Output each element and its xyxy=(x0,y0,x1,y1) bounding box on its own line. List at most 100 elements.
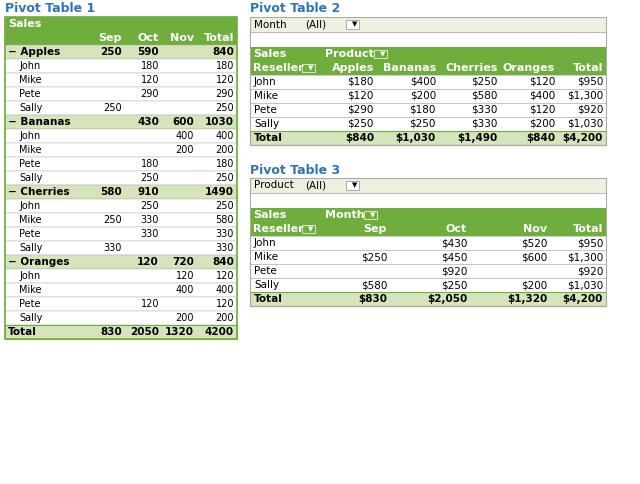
Text: Oranges: Oranges xyxy=(503,63,555,73)
Bar xyxy=(250,17,606,32)
Bar xyxy=(5,185,237,199)
Text: − Apples: − Apples xyxy=(8,47,60,57)
Text: Nov: Nov xyxy=(523,224,547,234)
Text: 400: 400 xyxy=(175,285,194,295)
Text: − Oranges: − Oranges xyxy=(8,257,70,267)
Text: $840: $840 xyxy=(345,133,374,143)
Text: 1320: 1320 xyxy=(165,327,194,337)
Text: $920: $920 xyxy=(440,266,467,276)
Text: Total: Total xyxy=(254,294,283,304)
Text: John: John xyxy=(254,238,276,248)
Text: $400: $400 xyxy=(410,77,436,87)
Text: $120: $120 xyxy=(529,77,555,87)
Bar xyxy=(250,117,606,131)
Text: $1,490: $1,490 xyxy=(458,133,498,143)
Text: Product: Product xyxy=(254,181,294,191)
Bar xyxy=(250,89,606,103)
Text: Reseller: Reseller xyxy=(253,63,303,73)
Bar xyxy=(5,199,237,213)
Bar xyxy=(5,129,237,143)
Text: John: John xyxy=(19,61,40,71)
Bar xyxy=(5,241,237,255)
Text: Pete: Pete xyxy=(19,89,40,99)
Text: 180: 180 xyxy=(216,61,234,71)
Text: 250: 250 xyxy=(216,173,234,183)
Bar xyxy=(364,211,377,219)
Text: 400: 400 xyxy=(216,131,234,141)
Text: 720: 720 xyxy=(172,257,194,267)
Text: Sally: Sally xyxy=(19,173,42,183)
Text: 330: 330 xyxy=(141,229,159,239)
Bar xyxy=(250,47,606,61)
Text: 830: 830 xyxy=(100,327,122,337)
Text: $250: $250 xyxy=(410,119,436,129)
Text: Sally: Sally xyxy=(19,243,42,253)
Text: 200: 200 xyxy=(175,313,194,323)
Text: $180: $180 xyxy=(410,105,436,115)
Text: Pete: Pete xyxy=(254,105,276,115)
Text: Month: Month xyxy=(325,210,365,220)
Text: $1,320: $1,320 xyxy=(507,294,547,304)
Text: 290: 290 xyxy=(141,89,159,99)
Text: Oct: Oct xyxy=(138,33,159,43)
Text: $4,200: $4,200 xyxy=(563,294,603,304)
Text: $330: $330 xyxy=(472,105,498,115)
Text: 250: 250 xyxy=(140,201,159,211)
Text: $250: $250 xyxy=(360,252,387,262)
Text: Total: Total xyxy=(204,33,234,43)
Text: $1,030: $1,030 xyxy=(567,280,603,290)
Text: $520: $520 xyxy=(520,238,547,248)
Text: 120: 120 xyxy=(141,75,159,85)
Text: 590: 590 xyxy=(138,47,159,57)
Text: $580: $580 xyxy=(472,91,498,101)
Text: $400: $400 xyxy=(529,91,555,101)
Text: 200: 200 xyxy=(216,313,234,323)
Text: Pete: Pete xyxy=(19,159,40,169)
Text: 4200: 4200 xyxy=(205,327,234,337)
Bar xyxy=(250,193,606,208)
Text: John: John xyxy=(19,131,40,141)
Text: Pivot Table 2: Pivot Table 2 xyxy=(250,2,340,15)
Text: 120: 120 xyxy=(216,75,234,85)
Bar xyxy=(5,115,237,129)
Text: Total: Total xyxy=(573,224,603,234)
Bar xyxy=(5,31,237,45)
Text: 330: 330 xyxy=(216,229,234,239)
Text: 910: 910 xyxy=(138,187,159,197)
Text: 840: 840 xyxy=(212,257,234,267)
Text: ▼: ▼ xyxy=(370,212,376,218)
Text: $830: $830 xyxy=(358,294,387,304)
Text: Sep: Sep xyxy=(364,224,387,234)
Text: ▼: ▼ xyxy=(380,51,385,57)
Bar xyxy=(250,178,606,193)
Bar xyxy=(250,17,606,145)
Bar xyxy=(250,292,606,306)
Bar xyxy=(250,131,606,145)
Text: 250: 250 xyxy=(100,47,122,57)
Bar xyxy=(5,171,237,185)
Bar xyxy=(5,73,237,87)
Text: $250: $250 xyxy=(472,77,498,87)
Text: (All): (All) xyxy=(305,181,326,191)
Text: Sally: Sally xyxy=(19,103,42,113)
Text: $840: $840 xyxy=(526,133,555,143)
Text: Bananas: Bananas xyxy=(383,63,436,73)
Text: Total: Total xyxy=(573,63,603,73)
Text: 1030: 1030 xyxy=(205,117,234,127)
Bar xyxy=(302,225,315,233)
Text: Reseller: Reseller xyxy=(253,224,303,234)
Text: Pete: Pete xyxy=(254,266,276,276)
Text: $120: $120 xyxy=(529,105,555,115)
Bar xyxy=(250,250,606,264)
Text: 1490: 1490 xyxy=(205,187,234,197)
Text: 120: 120 xyxy=(216,299,234,309)
Text: $200: $200 xyxy=(529,119,555,129)
Text: $1,030: $1,030 xyxy=(396,133,436,143)
Text: Sally: Sally xyxy=(254,119,279,129)
Text: 250: 250 xyxy=(104,103,122,113)
Bar xyxy=(250,75,606,89)
Bar xyxy=(250,236,606,250)
Text: Sep: Sep xyxy=(99,33,122,43)
Text: Apples: Apples xyxy=(332,63,374,73)
Text: 250: 250 xyxy=(216,103,234,113)
